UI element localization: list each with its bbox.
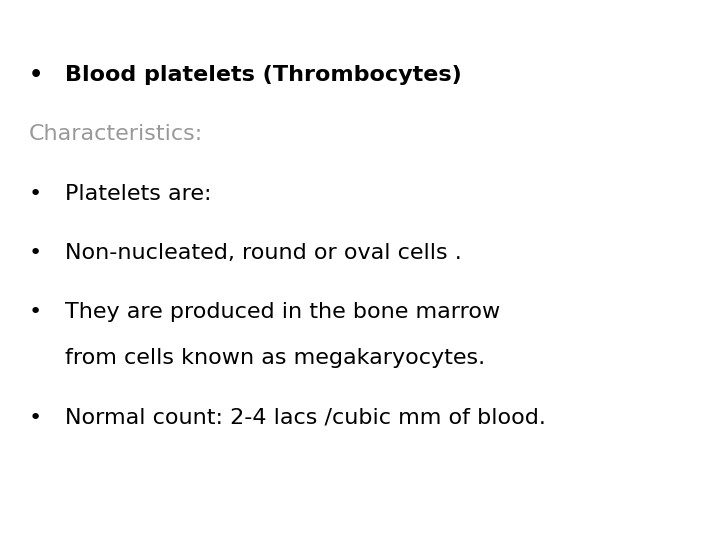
Text: Non-nucleated, round or oval cells .: Non-nucleated, round or oval cells . (65, 243, 462, 263)
Text: Blood platelets (Thrombocytes): Blood platelets (Thrombocytes) (65, 65, 462, 85)
Text: from cells known as megakaryocytes.: from cells known as megakaryocytes. (65, 348, 485, 368)
Text: •: • (29, 302, 42, 322)
Text: Platelets are:: Platelets are: (65, 184, 211, 204)
Text: •: • (29, 184, 42, 204)
Text: •: • (29, 243, 42, 263)
Text: Normal count: 2-4 lacs /cubic mm of blood.: Normal count: 2-4 lacs /cubic mm of bloo… (65, 408, 546, 428)
Text: •: • (29, 65, 43, 85)
Text: Characteristics:: Characteristics: (29, 124, 203, 144)
Text: •: • (29, 408, 42, 428)
Text: They are produced in the bone marrow: They are produced in the bone marrow (65, 302, 500, 322)
